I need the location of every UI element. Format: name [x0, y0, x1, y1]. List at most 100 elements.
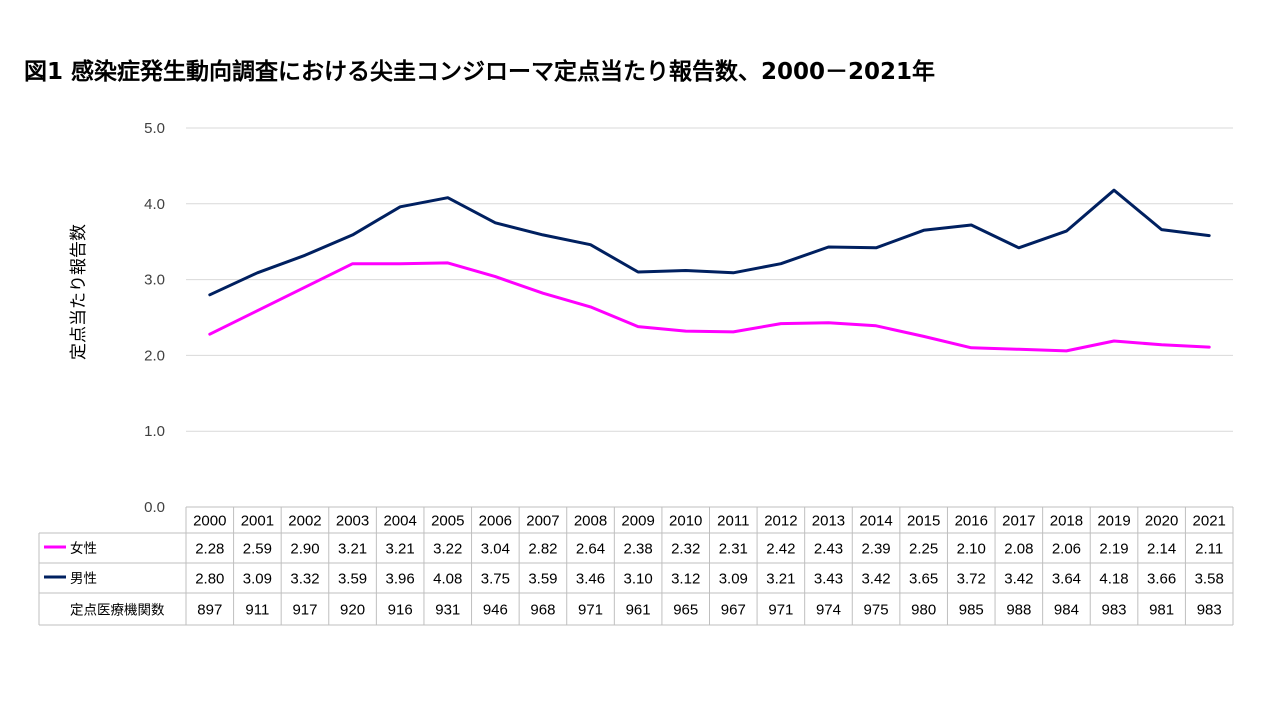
table-cell: 965 — [673, 602, 698, 619]
legend-label: 女性 — [70, 540, 97, 557]
legend-label: 男性 — [70, 571, 97, 587]
data-label: 2.14 — [1147, 541, 1176, 558]
table-cell: 946 — [483, 602, 508, 619]
y-tick-label: 2.0 — [144, 347, 165, 364]
x-tick-label: 2016 — [955, 513, 988, 530]
data-label: 2.06 — [1052, 541, 1081, 558]
table-cell: 983 — [1102, 602, 1127, 619]
data-label: 2.11 — [1195, 541, 1223, 558]
data-label: 2.31 — [719, 541, 748, 558]
data-label: 4.08 — [433, 571, 462, 588]
x-tick-label: 2020 — [1145, 513, 1178, 530]
table-row-label: 定点医療機関数 — [70, 602, 165, 619]
x-tick-label: 2001 — [241, 513, 274, 530]
x-tick-label: 2018 — [1050, 513, 1083, 530]
table-cell: 917 — [292, 602, 317, 619]
table-cell: 988 — [1006, 602, 1031, 619]
data-label: 3.66 — [1147, 571, 1176, 588]
data-table: 2000 2001 2002 2003 2004 2005 2006 2007 2008 2009… — [38, 506, 1234, 626]
data-label: 3.09 — [719, 571, 748, 588]
y-axis-title: 定点当たり報告数 — [69, 224, 89, 360]
data-label: 3.32 — [290, 571, 319, 588]
x-tick-label: 2007 — [526, 513, 559, 530]
data-label: 2.25 — [909, 541, 938, 558]
x-tick-label: 2002 — [288, 513, 321, 530]
data-label: 2.39 — [861, 541, 890, 558]
data-label: 2.38 — [624, 541, 653, 558]
data-label: 3.21 — [766, 571, 795, 588]
data-label: 2.42 — [766, 541, 795, 558]
data-label: 2.59 — [243, 541, 272, 558]
x-tick-label: 2004 — [383, 513, 416, 530]
series-lines — [208, 188, 1211, 353]
table-cell: 897 — [197, 602, 222, 619]
data-label: 3.46 — [576, 571, 605, 588]
data-label: 3.21 — [338, 541, 367, 558]
table-cell: 984 — [1054, 602, 1079, 619]
data-label: 2.08 — [1004, 541, 1033, 558]
x-tick-label: 2005 — [431, 513, 464, 530]
x-tick-label: 2000 — [193, 513, 226, 530]
data-label: 3.65 — [909, 571, 938, 588]
data-label: 3.12 — [671, 571, 700, 588]
x-tick-label: 2011 — [717, 513, 749, 530]
table-cell: 971 — [768, 602, 793, 619]
data-label: 3.75 — [481, 571, 510, 588]
table-cell: 981 — [1149, 602, 1174, 619]
data-label: 2.80 — [195, 571, 224, 588]
data-label: 3.21 — [386, 541, 415, 558]
data-label: 2.43 — [814, 541, 843, 558]
x-tick-label: 2006 — [479, 513, 512, 530]
y-tick-label: 3.0 — [144, 272, 165, 289]
x-tick-label: 2013 — [812, 513, 845, 530]
table-cell: 920 — [340, 602, 365, 619]
data-label: 3.64 — [1052, 571, 1081, 588]
table-cell: 985 — [959, 602, 984, 619]
y-tick-label: 1.0 — [144, 423, 165, 440]
data-label: 3.59 — [528, 571, 557, 588]
data-label: 3.59 — [338, 571, 367, 588]
gridlines — [186, 127, 1233, 432]
data-label: 2.28 — [195, 541, 224, 558]
table-cell: 968 — [530, 602, 555, 619]
x-tick-label: 2008 — [574, 513, 607, 530]
data-label: 3.72 — [957, 571, 986, 588]
data-label: 2.90 — [290, 541, 319, 558]
x-tick-label: 2012 — [764, 513, 797, 530]
data-label: 2.19 — [1099, 541, 1128, 558]
data-label: 2.82 — [528, 541, 557, 558]
data-label: 3.42 — [1004, 571, 1033, 588]
chart-title: 図1 感染症発生動向調査における尖圭コンジローマ定点当たり報告数、2000－20… — [24, 59, 936, 85]
table-cell: 980 — [911, 602, 936, 619]
data-label: 3.09 — [243, 571, 272, 588]
table-cell: 967 — [721, 602, 746, 619]
x-tick-label: 2014 — [859, 513, 892, 530]
table-cell: 961 — [626, 602, 651, 619]
table-cell: 916 — [388, 602, 413, 619]
data-label: 3.42 — [861, 571, 890, 588]
y-axis-ticks: 0.0 1.0 2.0 3.0 4.0 5.0 — [144, 120, 165, 516]
data-label: 3.10 — [624, 571, 653, 588]
table-cell: 974 — [816, 602, 841, 619]
data-label: 3.43 — [814, 571, 843, 588]
x-tick-label: 2015 — [907, 513, 940, 530]
data-label: 3.22 — [433, 541, 462, 558]
x-tick-label: 2009 — [621, 513, 654, 530]
x-tick-label: 2017 — [1002, 513, 1035, 530]
y-tick-label: 0.0 — [144, 499, 165, 516]
y-tick-label: 4.0 — [144, 196, 165, 213]
x-tick-label: 2021 — [1193, 513, 1226, 530]
x-tick-label: 2019 — [1097, 513, 1130, 530]
table-cell: 983 — [1197, 602, 1222, 619]
data-label: 2.32 — [671, 541, 700, 558]
data-label: 2.10 — [957, 541, 986, 558]
data-label: 2.64 — [576, 541, 605, 558]
table-cell: 911 — [245, 602, 269, 619]
table-cell: 975 — [864, 602, 889, 619]
table-cell: 971 — [578, 602, 603, 619]
data-label: 3.04 — [481, 541, 510, 558]
data-label: 3.58 — [1195, 571, 1224, 588]
table-cell: 931 — [435, 602, 460, 619]
series-line-female — [208, 261, 1211, 353]
